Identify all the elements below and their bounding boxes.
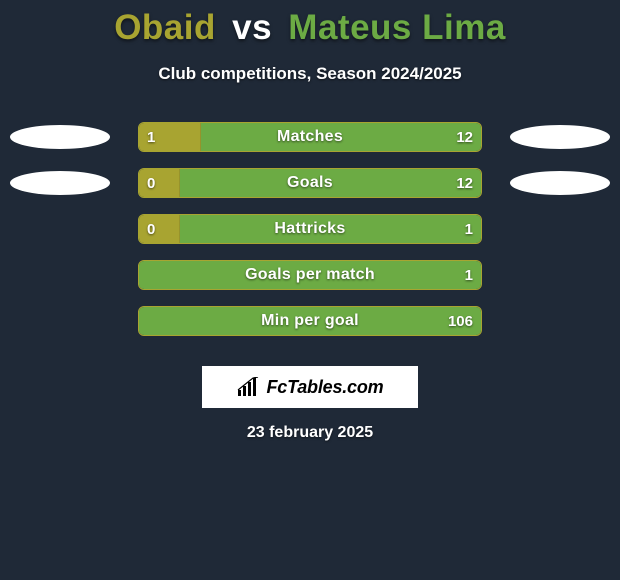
chart-icon — [237, 377, 261, 397]
stat-fill-right — [180, 215, 481, 243]
stat-fill-left — [139, 123, 201, 151]
subtitle: Club competitions, Season 2024/2025 — [0, 64, 620, 84]
team-badge-right — [510, 171, 610, 195]
vs-text: vs — [232, 8, 272, 47]
stat-bar: 0 12 Goals — [138, 168, 482, 198]
stat-bar: 1 12 Matches — [138, 122, 482, 152]
stat-row: 106 Min per goal — [0, 298, 620, 344]
logo-text: FcTables.com — [267, 377, 384, 398]
stat-fill-right — [201, 123, 481, 151]
player1-name: Obaid — [114, 8, 216, 47]
stat-row: 1 12 Matches — [0, 114, 620, 160]
stat-row: 1 Goals per match — [0, 252, 620, 298]
stat-row: 0 12 Goals — [0, 160, 620, 206]
stat-row: 0 1 Hattricks — [0, 206, 620, 252]
stat-fill-right — [180, 169, 481, 197]
team-badge-right — [510, 125, 610, 149]
fctables-logo: FcTables.com — [202, 366, 418, 408]
page-title: Obaid vs Mateus Lima — [0, 0, 620, 48]
stat-bar: 106 Min per goal — [138, 306, 482, 336]
stat-bar: 1 Goals per match — [138, 260, 482, 290]
stat-fill-right — [139, 261, 481, 289]
stat-fill-left — [139, 169, 180, 197]
team-badge-left — [10, 171, 110, 195]
team-badge-left — [10, 125, 110, 149]
stat-rows: 1 12 Matches 0 12 Goals 0 1 Hattricks — [0, 114, 620, 344]
stat-bar: 0 1 Hattricks — [138, 214, 482, 244]
stat-fill-right — [139, 307, 481, 335]
footer-date: 23 february 2025 — [0, 424, 620, 442]
stat-fill-left — [139, 215, 180, 243]
player2-name: Mateus Lima — [288, 8, 506, 47]
